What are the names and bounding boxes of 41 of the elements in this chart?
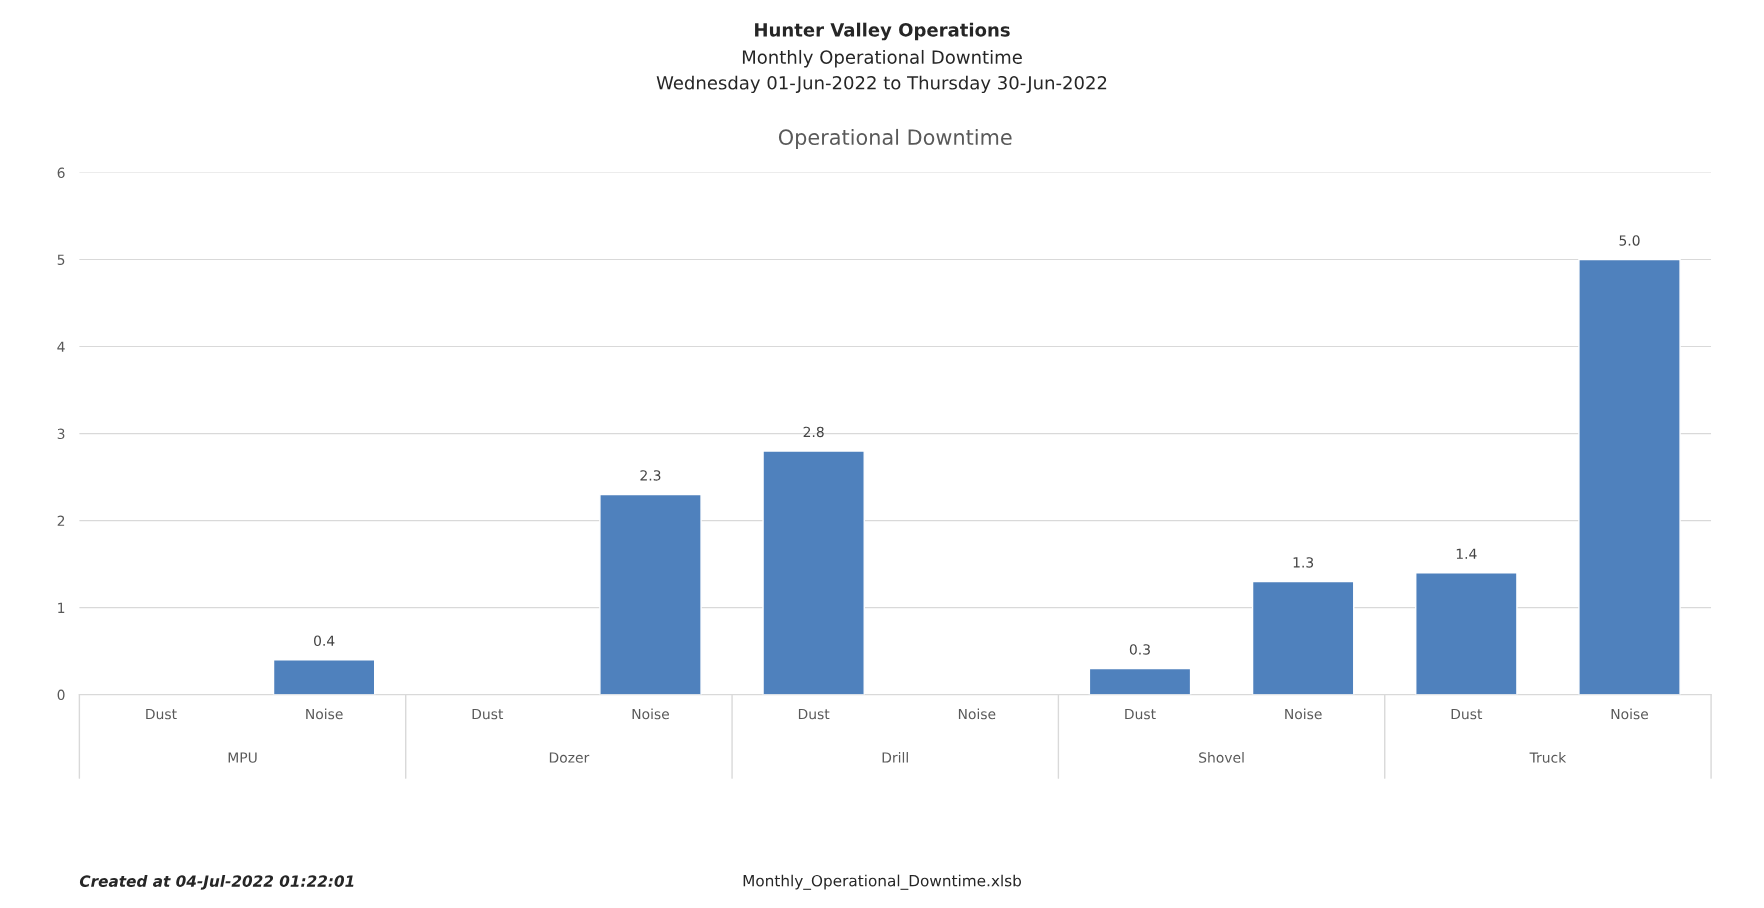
- x-tick-label: Noise: [1611, 708, 1649, 720]
- text: Monthly_Operational_Downtime.xlsb: [743, 874, 1022, 890]
- text: Hunter Valley Operations: [755, 22, 1010, 41]
- data-label: 1.4: [1456, 548, 1477, 559]
- y-tick-label: 3: [57, 428, 65, 440]
- y-tick-label: 5: [57, 254, 65, 266]
- x-tick-label: Dust: [146, 708, 177, 720]
- x-tick-label: Noise: [632, 708, 669, 720]
- y-tick-label: 4: [57, 341, 65, 352]
- bar: [599, 493, 702, 695]
- text: Drill: [882, 752, 908, 763]
- bar: [1088, 667, 1192, 695]
- data-label: 2.8: [803, 426, 824, 438]
- x-tick-label: Noise: [1285, 708, 1322, 720]
- x-tick-label: Dust: [798, 708, 830, 720]
- x-tick-label: Noise: [958, 708, 996, 720]
- text: MPU: [228, 752, 257, 763]
- bar: [1578, 258, 1681, 695]
- text: Shovel: [1199, 752, 1244, 763]
- data-label: 1.3: [1293, 557, 1314, 568]
- x-tick-label: Dust: [1451, 708, 1483, 720]
- bar: [762, 450, 865, 695]
- x-tick-label: Dust: [472, 708, 504, 720]
- data-label: 2.3: [640, 470, 661, 481]
- data-label: 0.4: [314, 635, 335, 647]
- bar: [1251, 580, 1355, 695]
- data-label: 0.3: [1129, 644, 1150, 655]
- text: Created at 04-Jul-2022 01:22:01: [79, 875, 354, 890]
- x-tick-label: Dust: [1125, 708, 1156, 720]
- y-tick-label: 2: [57, 515, 65, 526]
- bar: [272, 659, 376, 695]
- text: Monthly Operational Downtime Wednesday 01-Jun-2022 to Thursday 30-Jun-2022: [656, 49, 1107, 94]
- y-tick-label: 1: [58, 602, 65, 613]
- bar: [1415, 572, 1518, 695]
- text: Truck: [1529, 752, 1567, 763]
- x-tick-label: Noise: [306, 708, 343, 720]
- y-tick-label: 6: [57, 167, 65, 178]
- data-label: 5.0: [1619, 235, 1640, 246]
- text: Dozer: [549, 752, 590, 763]
- chart-title: Operational Downtime: [778, 128, 1012, 150]
- y-tick-label: 0: [57, 689, 65, 701]
